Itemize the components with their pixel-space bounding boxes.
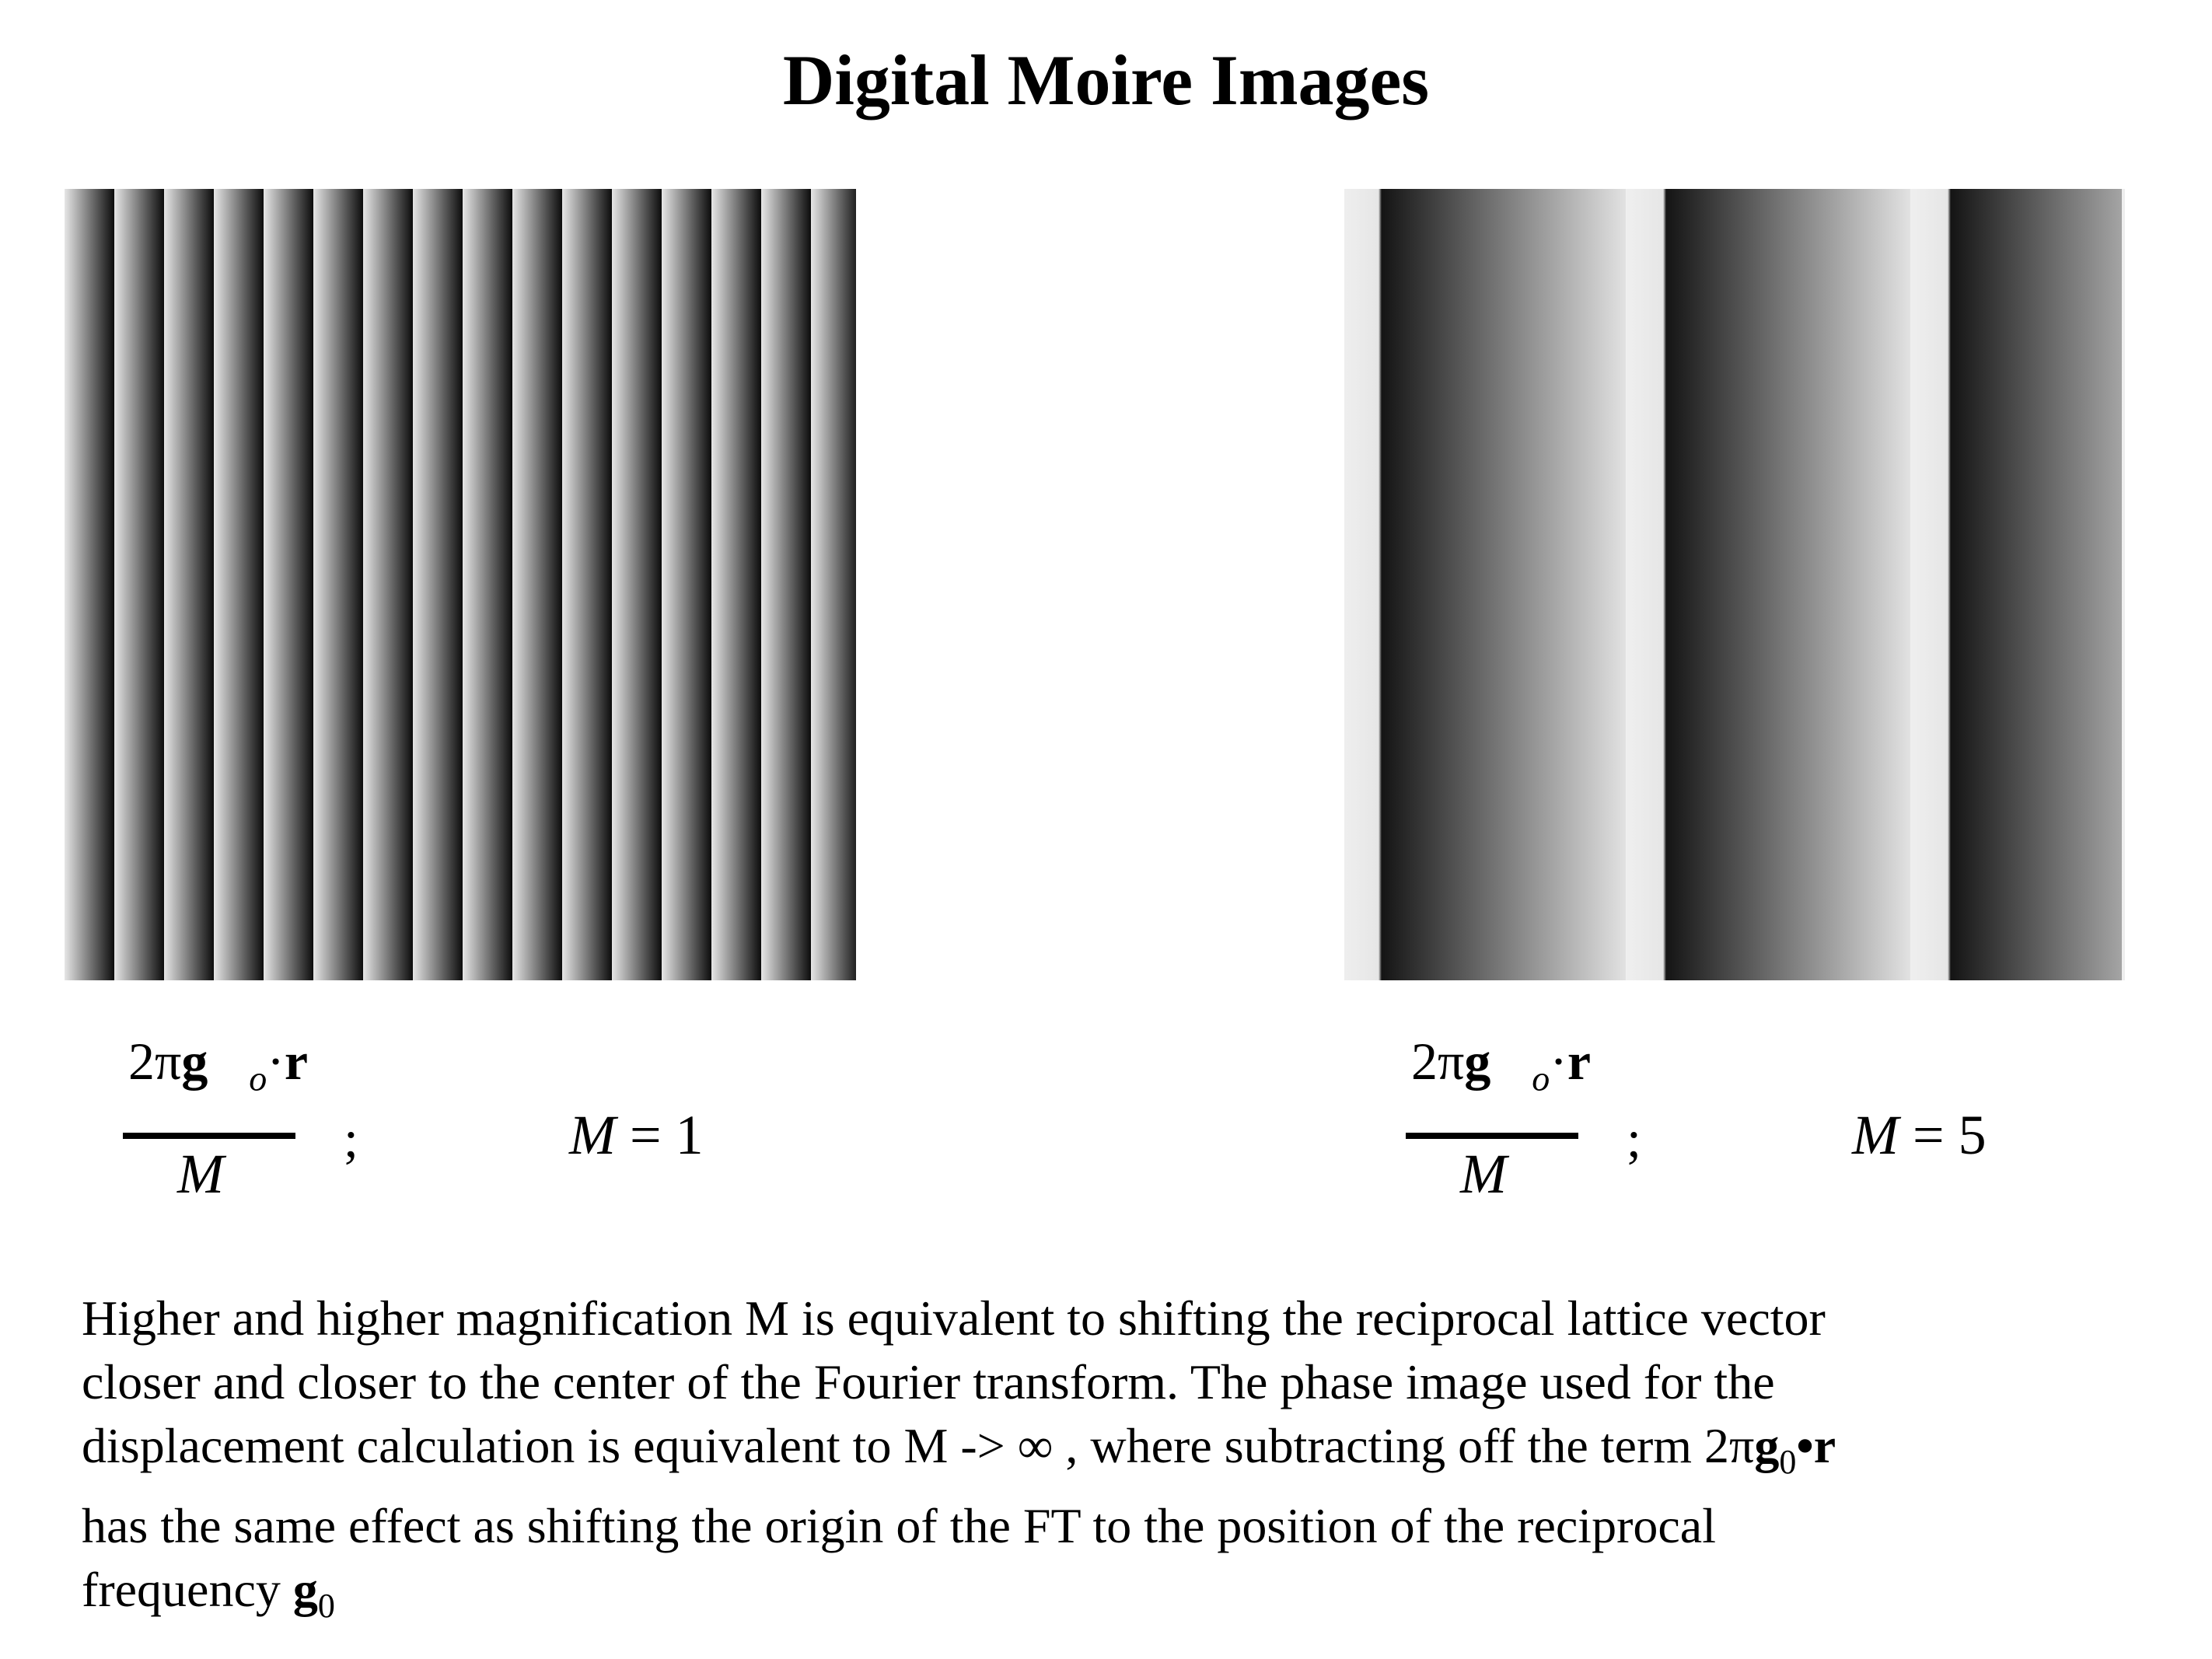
caption-text: Higher and higher magnification M is equ… <box>82 1287 2103 1638</box>
magnification-value: M = 5 <box>1852 1104 1987 1166</box>
caption-line: displacement calculation is equivalent t… <box>82 1418 1836 1481</box>
formula-separator: ; <box>344 1109 358 1168</box>
page-title: Digital Moire Images <box>782 40 1430 120</box>
moire-image-m5 <box>1344 189 2136 980</box>
caption-line: Higher and higher magnification M is equ… <box>82 1291 1826 1346</box>
fraction-bar <box>1406 1133 1578 1139</box>
formula-right: 2πg⃗o·r⃗ M ; M = 5 <box>1376 1026 2154 1221</box>
formula-denominator: M <box>177 1143 224 1205</box>
moire-image-m1 <box>65 189 856 980</box>
caption-line: has the same effect as shifting the orig… <box>82 1497 1716 1553</box>
caption-line: frequency g0 <box>82 1561 335 1625</box>
formula-denominator: M <box>1460 1143 1507 1205</box>
formula-left: 2πg⃗o·r⃗ M ; M = 1 <box>93 1026 871 1221</box>
formula-numerator: 2πg⃗o·r⃗ <box>1411 1032 1632 1098</box>
magnification-value: M = 1 <box>569 1104 704 1166</box>
formula-separator: ; <box>1627 1109 1641 1168</box>
caption-line: closer and closer to the center of the F… <box>82 1354 1775 1409</box>
fraction-bar <box>123 1133 295 1139</box>
formula-numerator: 2πg⃗o·r⃗ <box>128 1032 349 1098</box>
